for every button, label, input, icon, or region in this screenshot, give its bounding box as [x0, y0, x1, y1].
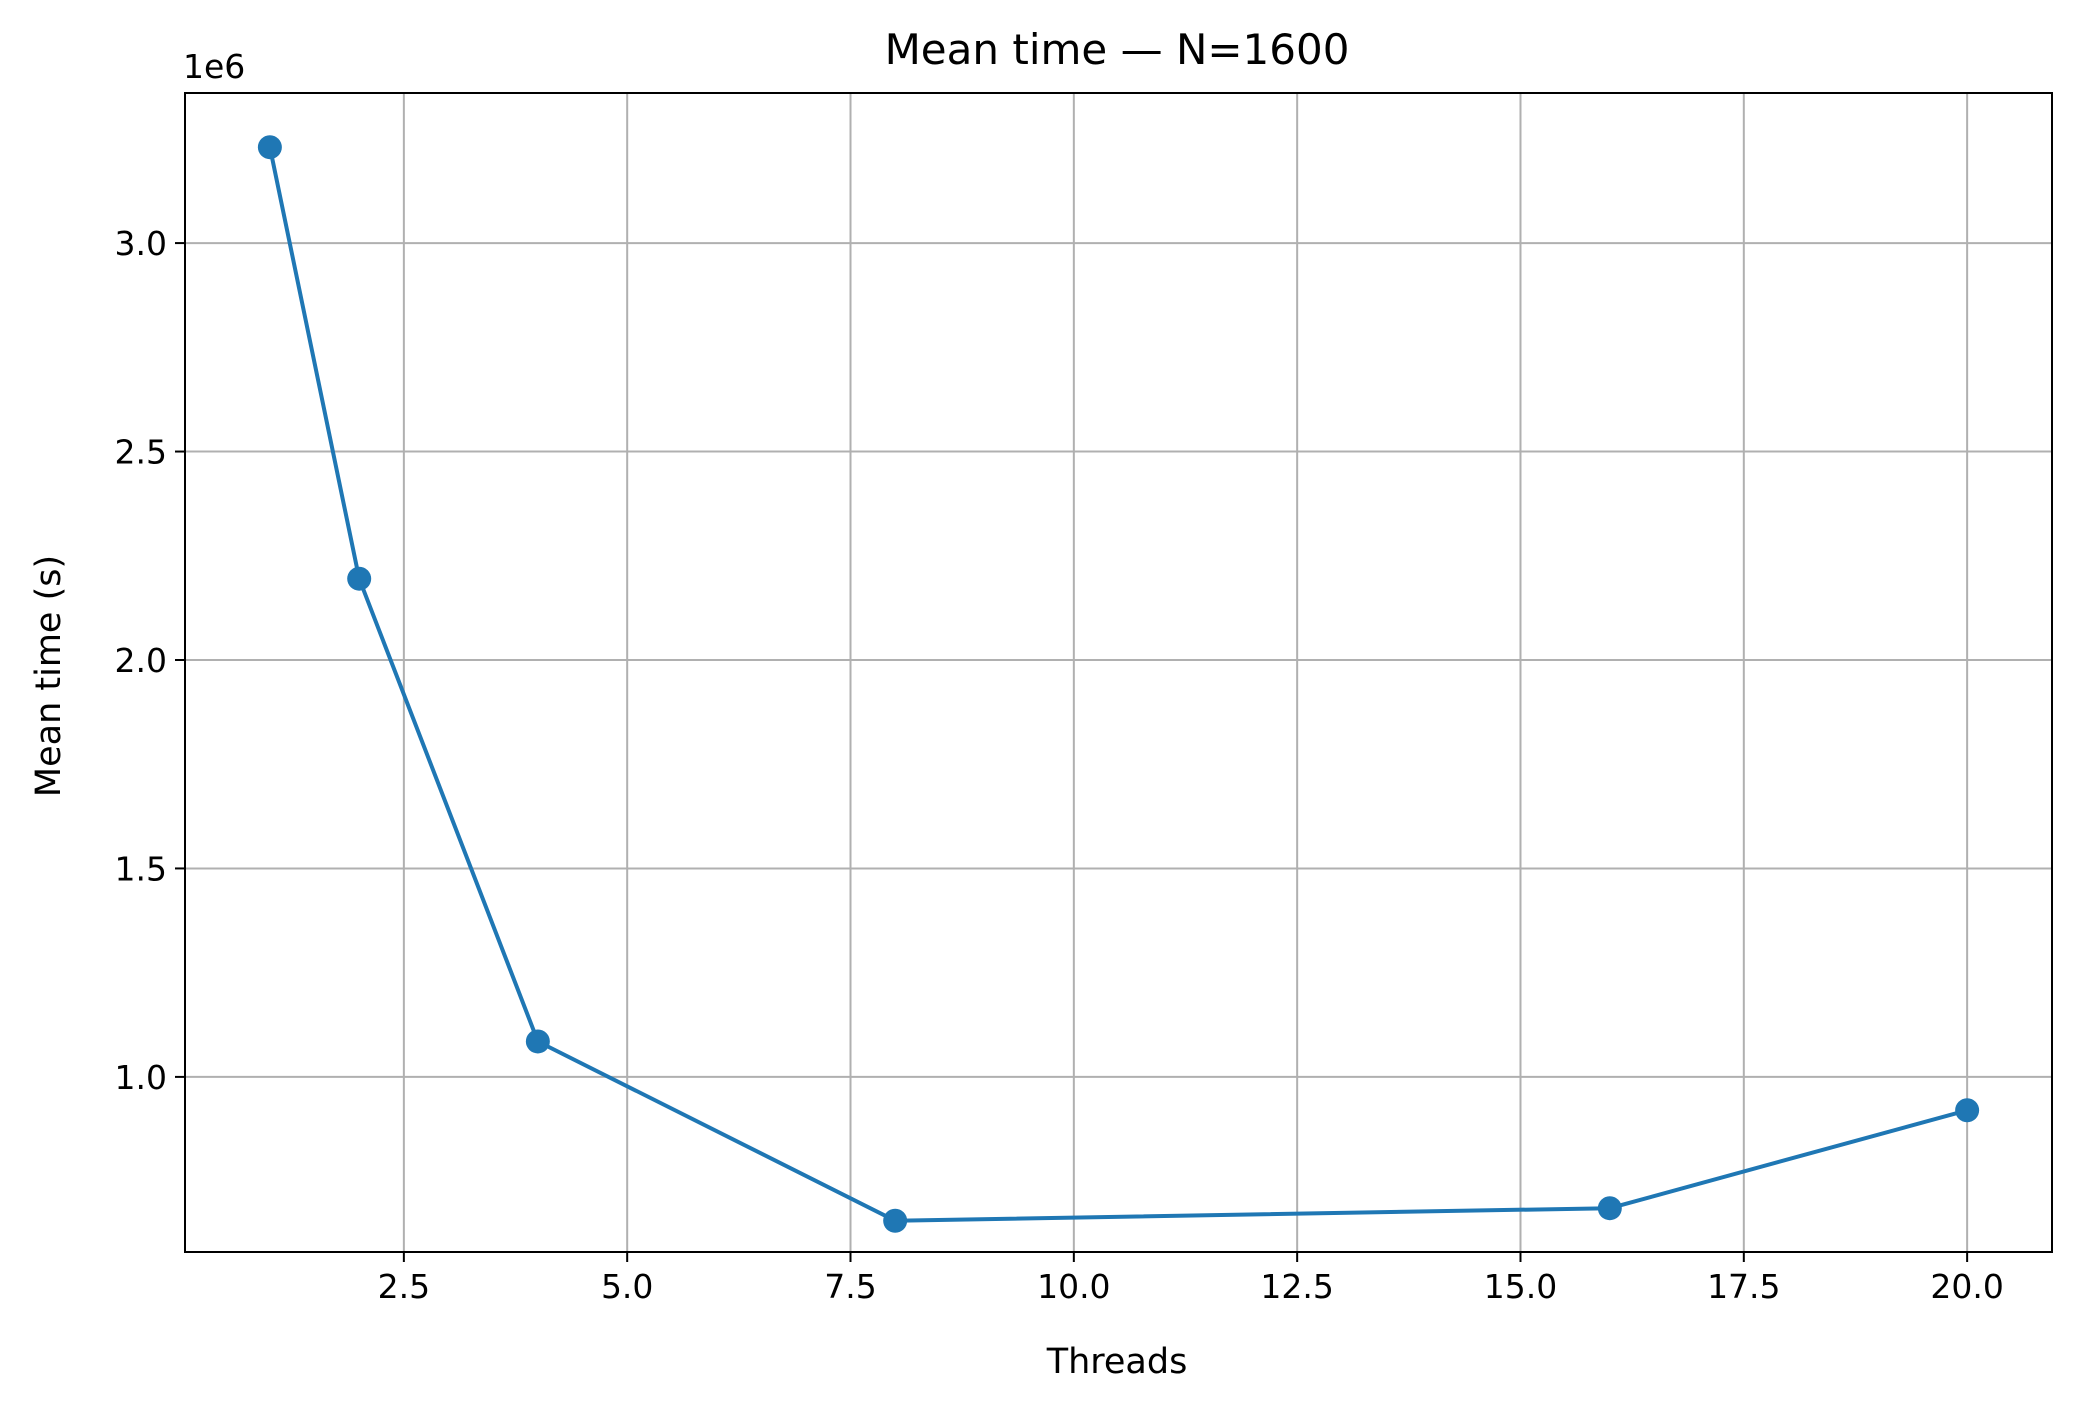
y-axis: 1.0 1.5 2.0 2.5 3.0: [115, 224, 185, 1097]
y-tick-label: 1.0: [115, 1058, 167, 1097]
x-axis: 2.5 5.0 7.5 10.0 12.5 15.0 17.5 20.0: [378, 1252, 2004, 1306]
x-tick-label: 15.0: [1484, 1267, 1557, 1306]
data-point: [525, 1029, 550, 1054]
y-tick-label: 2.5: [115, 433, 167, 472]
data-point: [347, 566, 372, 591]
data-point: [257, 135, 282, 160]
y-tick-label: 1.5: [115, 849, 167, 888]
x-axis-label: Threads: [1046, 1342, 1188, 1382]
x-tick-label: 2.5: [378, 1267, 430, 1306]
series-line: [267, 146, 1968, 1223]
series-layer: [257, 135, 1980, 1233]
grid: [185, 93, 2052, 1252]
chart-title: Mean time — N=1600: [885, 25, 1350, 74]
y-offset-label: 1e6: [183, 47, 245, 86]
data-point: [1597, 1196, 1622, 1221]
x-tick-label: 7.5: [824, 1267, 876, 1306]
data-point: [1955, 1098, 1980, 1123]
x-tick-label: 20.0: [1930, 1267, 2003, 1306]
x-tick-label: 17.5: [1707, 1267, 1780, 1306]
y-tick-label: 2.0: [115, 641, 167, 680]
x-tick-label: 12.5: [1260, 1267, 1333, 1306]
y-tick-label: 3.0: [115, 224, 167, 263]
data-point: [883, 1208, 908, 1233]
x-tick-label: 10.0: [1037, 1267, 1110, 1306]
plot-frame: [184, 92, 2053, 1253]
y-axis-label: Mean time (s): [29, 555, 69, 797]
x-tick-label: 5.0: [601, 1267, 653, 1306]
